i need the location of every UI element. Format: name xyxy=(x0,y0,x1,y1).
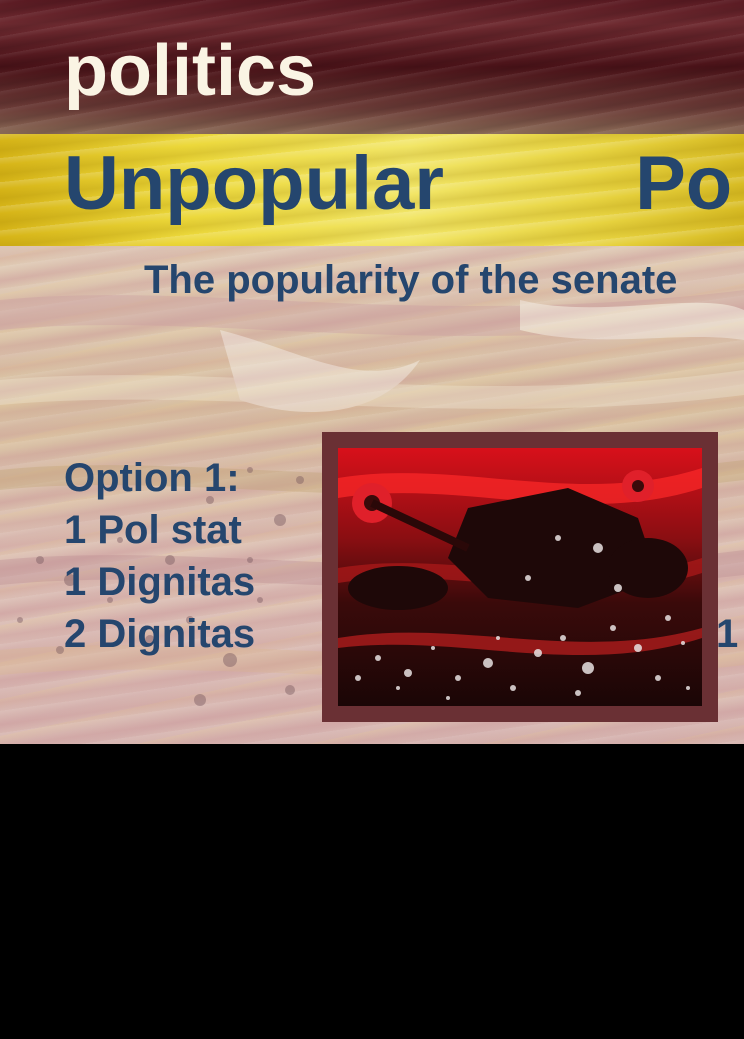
option-line-dignitas-1: 1 Dignitas xyxy=(64,560,256,604)
option-line-dignitas-2: 2 Dignitas xyxy=(64,612,256,656)
option-heading: Option 1: xyxy=(64,456,240,500)
options-list: Option 1: 1 Pol stat 1 Dignitas 2 Dignit… xyxy=(64,452,255,660)
artwork-frame xyxy=(322,432,718,722)
title-band xyxy=(0,134,744,246)
category-label: politics xyxy=(64,31,317,111)
card: politics Unpopular Po The popularity of … xyxy=(0,0,744,744)
top-band xyxy=(0,0,744,134)
chariot-artwork-image xyxy=(338,448,702,706)
option-line-pol-stat: 1 Pol stat xyxy=(64,508,242,552)
card-title: Unpopular Po xyxy=(64,141,733,226)
right-column-fragment: 1 xyxy=(716,612,739,656)
card-subtitle: The popularity of the senate xyxy=(144,258,678,302)
